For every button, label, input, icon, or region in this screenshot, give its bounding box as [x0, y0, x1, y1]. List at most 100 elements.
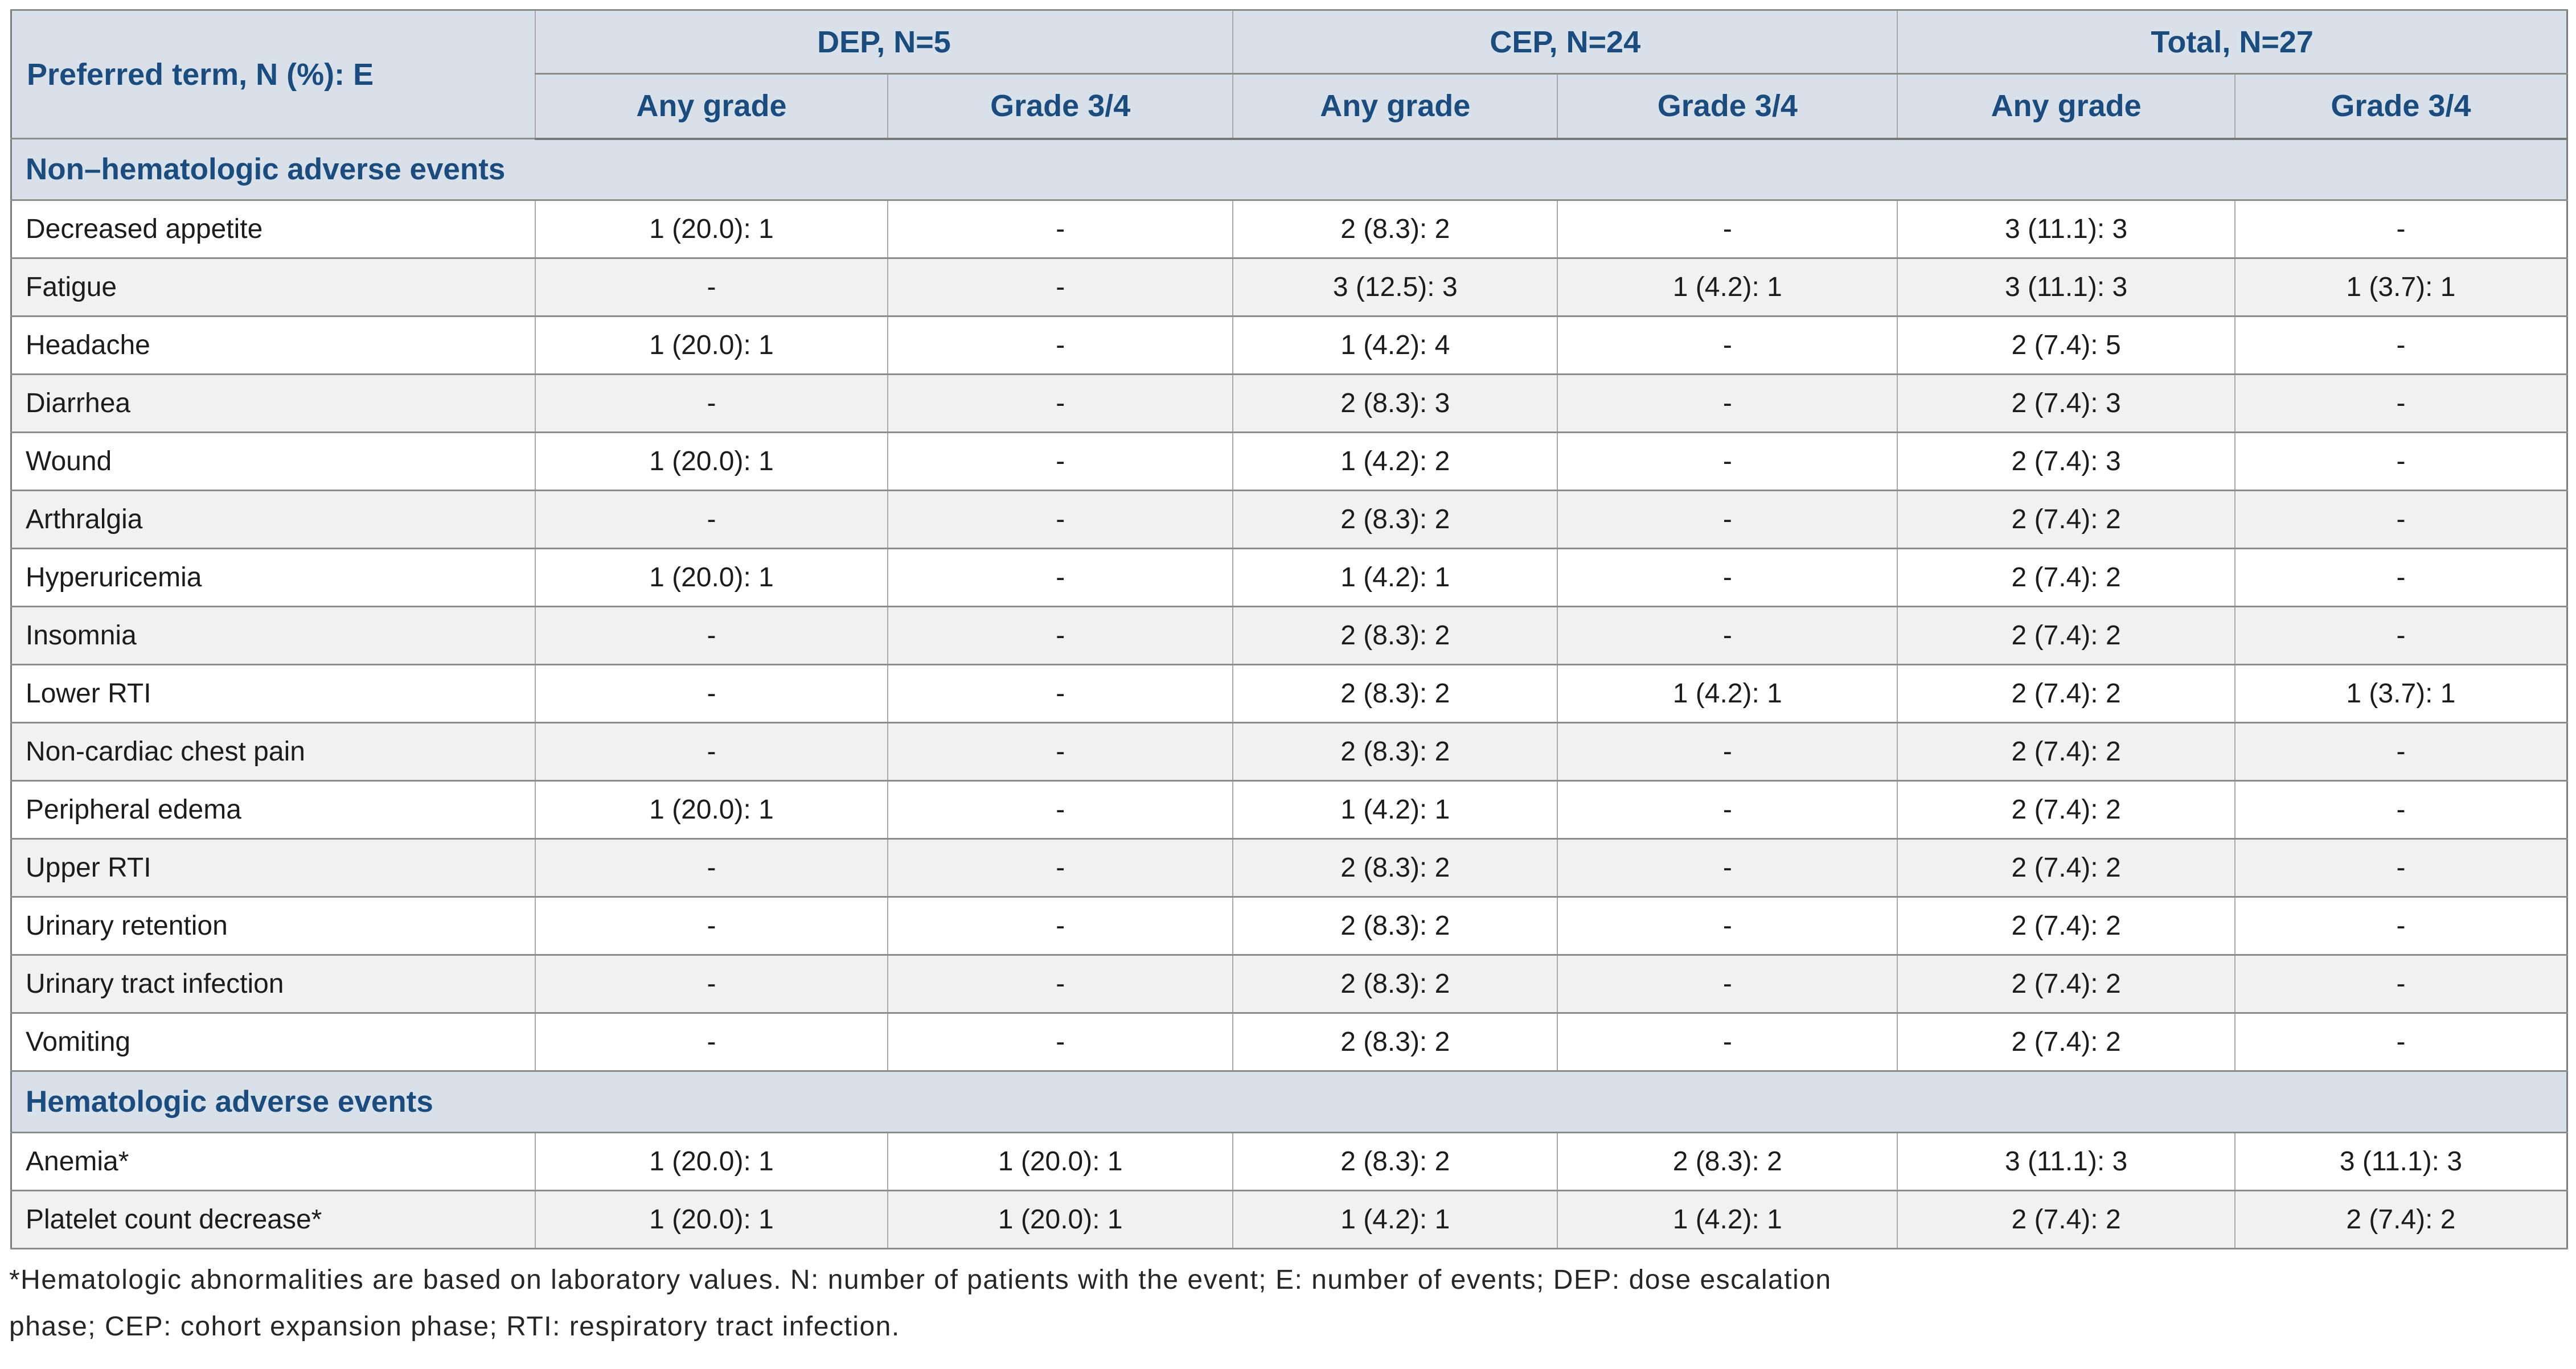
table-body: Non–hematologic adverse events Decreased…: [10, 138, 2568, 1249]
term-cell: Fatigue: [10, 257, 536, 317]
subheader-total-any-grade: Any grade: [1897, 73, 2235, 140]
value-cell: -: [534, 838, 889, 898]
value-cell: 3 (12.5): 3: [1232, 257, 1558, 317]
subheader-dep-grade34: Grade 3/4: [887, 73, 1234, 140]
value-cell: 2 (7.4): 2: [1897, 954, 2235, 1014]
value-cell: -: [887, 954, 1234, 1014]
term-cell: Vomiting: [10, 1012, 536, 1072]
value-cell: 3 (11.1): 3: [2234, 1132, 2568, 1191]
value-cell: 2 (7.4): 2: [1897, 838, 2235, 898]
value-cell: 2 (8.3): 2: [1232, 199, 1558, 259]
value-cell: -: [1557, 954, 1898, 1014]
group-header-cep: CEP, N=24: [1232, 9, 1898, 75]
value-cell: 1 (20.0): 1: [534, 1190, 889, 1249]
event-row: Peripheral edema 1 (20.0): 1 - 1 (4.2): …: [10, 780, 2568, 840]
value-cell: 2 (8.3): 2: [1232, 1012, 1558, 1072]
value-cell: -: [534, 664, 889, 723]
value-cell: -: [887, 315, 1234, 375]
value-cell: 3 (11.1): 3: [1897, 257, 2235, 317]
subheader-cep-grade34: Grade 3/4: [1557, 73, 1898, 140]
value-cell: -: [1557, 606, 1898, 665]
group-header-dep: DEP, N=5: [534, 9, 1234, 75]
value-cell: 2 (8.3): 3: [1232, 373, 1558, 433]
value-cell: -: [534, 257, 889, 317]
value-cell: 2 (7.4): 2: [1897, 1190, 2235, 1249]
value-cell: -: [887, 896, 1234, 956]
footnote-line-2: phase; CEP: cohort expansion phase; RTI:…: [9, 1312, 900, 1342]
value-cell: 1 (20.0): 1: [887, 1190, 1234, 1249]
value-cell: 1 (20.0): 1: [534, 1132, 889, 1191]
value-cell: -: [887, 257, 1234, 317]
event-row: Diarrhea - - 2 (8.3): 3 - 2 (7.4): 3 -: [10, 373, 2568, 433]
value-cell: 2 (8.3): 2: [1232, 838, 1558, 898]
term-cell: Anemia*: [10, 1132, 536, 1191]
sub-header-row: Any grade Grade 3/4 Any grade Grade 3/4 …: [11, 73, 2568, 140]
value-cell: -: [2234, 722, 2568, 782]
term-cell: Urinary tract infection: [10, 954, 536, 1014]
subheader-total-grade34: Grade 3/4: [2234, 73, 2568, 140]
value-cell: 1 (20.0): 1: [534, 315, 889, 375]
event-row: Upper RTI - - 2 (8.3): 2 - 2 (7.4): 2 -: [10, 838, 2568, 898]
section-title: Hematologic adverse events: [10, 1070, 2568, 1133]
value-cell: 2 (7.4): 3: [1897, 373, 2235, 433]
term-cell: Headache: [10, 315, 536, 375]
value-cell: 2 (8.3): 2: [1232, 1132, 1558, 1191]
value-cell: -: [1557, 722, 1898, 782]
corner-header: Preferred term, N (%): E: [10, 9, 536, 139]
term-cell: Peripheral edema: [10, 780, 536, 840]
term-cell: Insomnia: [10, 606, 536, 665]
term-cell: Wound: [10, 431, 536, 491]
adverse-events-table: Preferred term, N (%): E DEP, N=5 CEP, N…: [10, 9, 2568, 1249]
value-cell: -: [887, 373, 1234, 433]
value-cell: 2 (7.4): 3: [1897, 431, 2235, 491]
value-cell: 1 (4.2): 2: [1232, 431, 1558, 491]
value-cell: 1 (4.2): 1: [1232, 780, 1558, 840]
value-cell: -: [1557, 896, 1898, 956]
value-cell: 1 (4.2): 1: [1557, 1190, 1898, 1249]
value-cell: -: [887, 490, 1234, 549]
value-cell: -: [534, 490, 889, 549]
event-row: Insomnia - - 2 (8.3): 2 - 2 (7.4): 2 -: [10, 606, 2568, 665]
value-cell: -: [1557, 838, 1898, 898]
value-cell: -: [2234, 199, 2568, 259]
term-cell: Arthralgia: [10, 490, 536, 549]
value-cell: -: [2234, 373, 2568, 433]
event-row: Urinary tract infection - - 2 (8.3): 2 -…: [10, 954, 2568, 1014]
subheader-dep-any-grade: Any grade: [534, 73, 889, 140]
section-header-hematologic: Hematologic adverse events: [10, 1070, 2568, 1133]
term-cell: Urinary retention: [10, 896, 536, 956]
term-cell: Hyperuricemia: [10, 548, 536, 607]
value-cell: 1 (20.0): 1: [887, 1132, 1234, 1191]
value-cell: 2 (7.4): 2: [1897, 548, 2235, 607]
value-cell: -: [2234, 548, 2568, 607]
value-cell: 1 (3.7): 1: [2234, 664, 2568, 723]
event-row: Platelet count decrease* 1 (20.0): 1 1 (…: [10, 1190, 2568, 1249]
value-cell: -: [2234, 490, 2568, 549]
value-cell: 2 (8.3): 2: [1232, 606, 1558, 665]
table-header: Preferred term, N (%): E DEP, N=5 CEP, N…: [10, 9, 2568, 140]
value-cell: -: [2234, 1012, 2568, 1072]
adverse-events-table-container: Preferred term, N (%): E DEP, N=5 CEP, N…: [10, 9, 2568, 1249]
value-cell: 2 (8.3): 2: [1232, 896, 1558, 956]
value-cell: 1 (4.2): 1: [1557, 257, 1898, 317]
value-cell: 3 (11.1): 3: [1897, 199, 2235, 259]
value-cell: 1 (4.2): 1: [1557, 664, 1898, 723]
event-row: Fatigue - - 3 (12.5): 3 1 (4.2): 1 3 (11…: [10, 257, 2568, 317]
value-cell: -: [1557, 548, 1898, 607]
term-cell: Decreased appetite: [10, 199, 536, 259]
term-cell: Platelet count decrease*: [10, 1190, 536, 1249]
value-cell: 1 (20.0): 1: [534, 431, 889, 491]
value-cell: 1 (20.0): 1: [534, 199, 889, 259]
event-row: Headache 1 (20.0): 1 - 1 (4.2): 4 - 2 (7…: [10, 315, 2568, 375]
value-cell: 2 (7.4): 2: [1897, 780, 2235, 840]
value-cell: -: [1557, 490, 1898, 549]
value-cell: 2 (8.3): 2: [1232, 664, 1558, 723]
value-cell: 1 (4.2): 1: [1232, 548, 1558, 607]
value-cell: -: [1557, 780, 1898, 840]
event-row: Decreased appetite 1 (20.0): 1 - 2 (8.3)…: [10, 199, 2568, 259]
value-cell: 2 (8.3): 2: [1232, 954, 1558, 1014]
event-row: Arthralgia - - 2 (8.3): 2 - 2 (7.4): 2 -: [10, 490, 2568, 549]
section-title: Non–hematologic adverse events: [10, 138, 2568, 201]
group-header-total: Total, N=27: [1897, 9, 2568, 75]
footnote: *Hematologic abnormalities are based on …: [9, 1257, 2567, 1350]
